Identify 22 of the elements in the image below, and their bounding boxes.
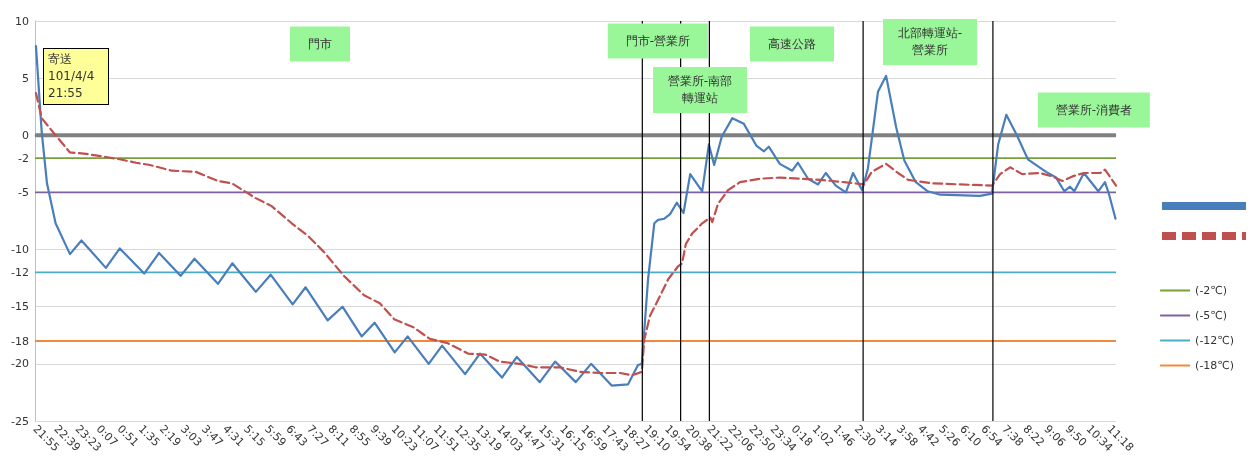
annotation: 北部轉運站-營業所 [883,19,977,65]
y-tick-label: -5 [18,185,29,199]
annotation: 寄送 101/4/4 21:55 [43,48,110,105]
y-tick-label: 0 [22,128,29,142]
y-tick-label: -25 [11,414,29,428]
annotation: 門市 [290,26,350,62]
annotation: 門市-營業所 [607,23,709,59]
y-tick-label: -12 [11,265,29,279]
legend-label: (-18℃) [1195,359,1234,372]
y-tick-label: -20 [11,357,29,371]
annotation: 高速公路 [750,26,834,62]
legend-label: (-2℃) [1195,284,1227,297]
y-tick-label: -18 [11,334,29,348]
y-tick-label: -10 [11,243,29,257]
y-tick-label: 10 [15,14,29,28]
legend-label: (-5℃) [1195,309,1227,322]
y-tick-label: -2 [18,151,29,165]
y-tick-label: 5 [22,71,29,85]
legend-label: (-12℃) [1195,334,1234,347]
annotation: 營業所-消費者 [1037,92,1151,128]
y-tick-label: -15 [11,300,29,314]
annotation: 營業所-南部轉運站 [653,67,747,113]
